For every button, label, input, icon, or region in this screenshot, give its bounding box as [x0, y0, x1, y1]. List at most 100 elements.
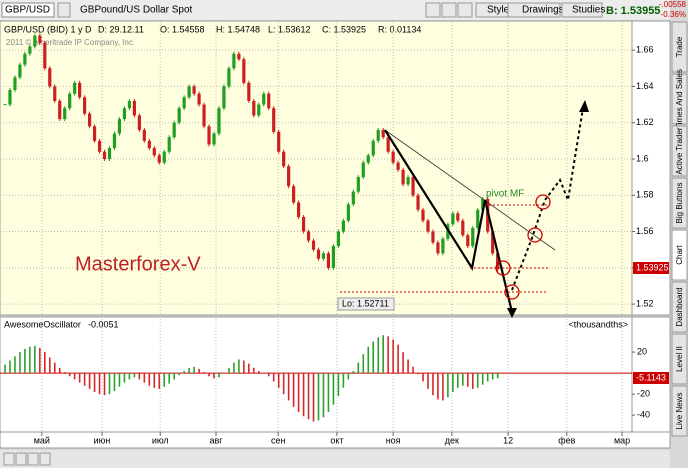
style-label[interactable]: Style [487, 5, 510, 16]
bid-price: B: 1.53955 [606, 5, 660, 17]
x-tick-label: мар [614, 435, 630, 445]
candle-body [48, 68, 52, 87]
candle-body [401, 169, 405, 185]
candle-body [301, 217, 306, 232]
candle-body [197, 93, 201, 105]
instrument: GBP/USD (BID) 1 y D [4, 24, 92, 34]
candle-body [212, 133, 216, 145]
candle-body [227, 68, 231, 87]
candle-body [83, 97, 87, 114]
study-value: -0.0051 [88, 319, 119, 329]
side-tab[interactable] [671, 385, 688, 437]
candle-body [481, 198, 485, 210]
side-tab-label[interactable]: Trade [675, 36, 684, 57]
candle-body [421, 209, 425, 221]
side-tab-label[interactable]: Big Buttons [675, 183, 684, 224]
y-tick-label: 1.62 [636, 117, 654, 127]
zoom-icon[interactable] [3, 452, 15, 466]
candle-body [346, 204, 350, 221]
info-high: H: 1.54748 [216, 24, 260, 34]
candle-body [68, 93, 72, 109]
tool-icon[interactable] [425, 2, 441, 18]
arrow-head [579, 100, 589, 112]
side-tab[interactable] [671, 125, 688, 177]
target-circle [535, 194, 551, 210]
price-pane [0, 20, 633, 316]
last-price-box [633, 262, 669, 274]
candle-body [182, 97, 186, 109]
watermark: Masterforex-V [75, 253, 201, 275]
x-tick-label: июл [152, 435, 169, 445]
change-pct: -0.36% [661, 10, 686, 19]
candle-body [242, 59, 246, 83]
candle-body [137, 115, 141, 130]
x-tick-label: июн [94, 435, 111, 445]
x-tick-label: май [34, 435, 50, 445]
candle-body [341, 220, 345, 232]
forecast-line [511, 107, 584, 291]
candle-body [147, 140, 151, 149]
side-tab-label[interactable]: Times And Sales [675, 69, 684, 129]
tool-icon[interactable] [441, 2, 457, 18]
x-tick-label: авг [209, 435, 223, 445]
side-tab-label[interactable]: Dashboard [675, 287, 684, 326]
candle-body [157, 155, 161, 163]
candle-body [351, 191, 355, 205]
y-tick-label: 1.64 [636, 81, 654, 91]
y-tick-label: 1.56 [636, 226, 654, 236]
side-tab[interactable] [671, 73, 688, 125]
candle-body [267, 93, 271, 109]
candle-body [152, 148, 156, 156]
candle-body [117, 119, 122, 134]
zoom-icon[interactable] [15, 452, 27, 466]
change: -.00558 [659, 0, 687, 9]
candle-body [272, 108, 276, 132]
drawings-label[interactable]: Drawings [522, 5, 564, 16]
candle-body [217, 108, 221, 134]
x-tick-label: окт [330, 435, 343, 445]
candle-body [28, 46, 32, 54]
side-tab-label[interactable]: Active Trader [675, 127, 684, 174]
copyright: 2011 © Ameritrade IP Company, Inc. [6, 38, 135, 47]
candle-body [386, 137, 390, 152]
side-tab[interactable] [671, 281, 688, 333]
symbol-description: GBPound/US Dollar Spot [80, 5, 193, 16]
candle-body [58, 100, 62, 120]
candle-body [496, 253, 500, 270]
candle-body [321, 253, 326, 259]
side-tab[interactable] [671, 333, 688, 385]
side-tab[interactable] [671, 229, 688, 281]
side-tab[interactable] [671, 21, 688, 73]
side-tab-label[interactable]: Chart [675, 244, 684, 264]
candle-body [356, 177, 360, 192]
side-tab[interactable] [671, 177, 688, 229]
candle-body [471, 227, 475, 247]
candle-body [38, 35, 42, 43]
candle-body [311, 240, 316, 250]
osc-value-box [633, 372, 669, 384]
candle-body [257, 104, 261, 116]
candle-body [466, 235, 470, 247]
info-range: R: 0.01134 [378, 24, 421, 34]
candle-body [316, 249, 321, 259]
symbol[interactable]: GBP/USD [5, 5, 50, 16]
tool-icon[interactable] [457, 2, 473, 18]
candle-body [8, 90, 12, 105]
candle-body [296, 202, 301, 218]
side-tab-label[interactable]: Live News [675, 393, 684, 430]
candle-body [172, 122, 176, 138]
studies-button[interactable] [561, 2, 603, 18]
symbol-menu[interactable] [57, 2, 71, 18]
candle-body [361, 162, 365, 178]
candle-body [366, 155, 370, 163]
zoom-icon[interactable] [27, 452, 39, 466]
last-price: 1.53925 [636, 262, 669, 272]
candle-body [306, 231, 311, 241]
zoom-icon[interactable] [39, 452, 51, 466]
drawings-button[interactable] [507, 2, 561, 18]
symbol-box[interactable] [1, 2, 55, 18]
y-tick-label: 1.66 [636, 44, 654, 54]
studies-label[interactable]: Studies [572, 5, 605, 16]
side-tab-label[interactable]: Level II [675, 346, 684, 372]
